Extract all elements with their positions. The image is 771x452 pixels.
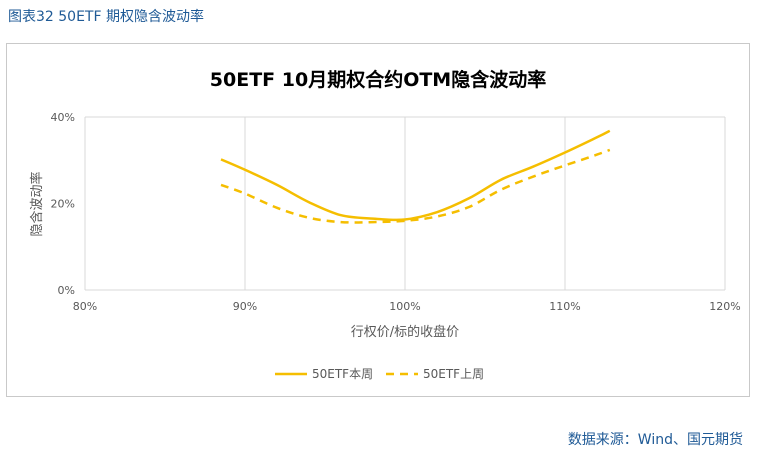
y-tick-label: 20% <box>51 198 75 211</box>
x-tick-label: 120% <box>709 300 740 313</box>
y-tick-label: 0% <box>58 284 75 297</box>
chart-title: 50ETF 10月期权合约OTM隐含波动率 <box>210 68 546 91</box>
x-tick-label: 80% <box>73 300 97 313</box>
data-source-note: 数据来源：Wind、国元期货 <box>567 432 743 448</box>
x-tick-label: 90% <box>233 300 257 313</box>
y-axis-label: 隐含波动率 <box>29 171 45 236</box>
chart-legend: 50ETF本周 50ETF上周 <box>275 367 484 381</box>
series-line-last-week <box>220 148 611 224</box>
iv-line-chart: 50ETF 10月期权合约OTM隐含波动率 80% 90% 100% 110% 120%… <box>29 68 741 381</box>
x-tick-label: 100% <box>389 300 420 313</box>
legend-label-1: 50ETF上周 <box>423 367 484 381</box>
figure-caption: 图表32 50ETF 期权隐含波动率 <box>8 9 204 25</box>
x-axis-label: 行权价/标的收盘价 <box>351 324 459 340</box>
series-line-this-week <box>220 129 611 222</box>
chart-frame: 50ETF 10月期权合约OTM隐含波动率 80% 90% 100% 110% 120%… <box>6 43 750 397</box>
y-tick-label: 40% <box>51 111 75 124</box>
legend-label-0: 50ETF本周 <box>312 367 373 381</box>
x-tick-label: 110% <box>549 300 580 313</box>
